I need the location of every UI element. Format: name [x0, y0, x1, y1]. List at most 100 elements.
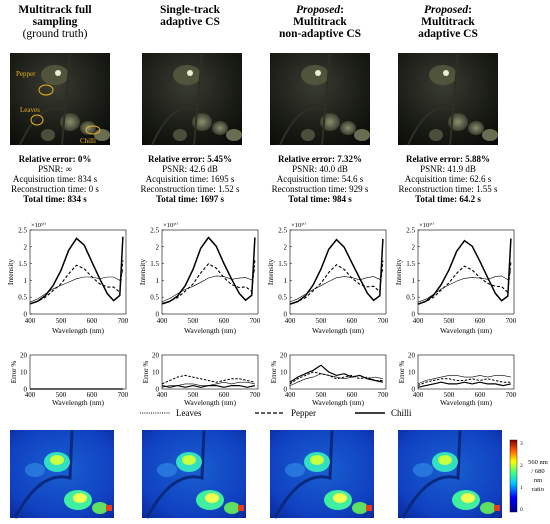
x-tick-label: 700: [250, 317, 261, 325]
x-tick-label: 500: [188, 317, 199, 325]
y-tick-label: 1: [412, 277, 416, 285]
leaf-blob: [429, 129, 443, 141]
y-tick-label: 10: [152, 369, 160, 377]
chilli-blob: [354, 129, 370, 141]
y-tick-label: 20: [280, 352, 288, 360]
leaf-region: [224, 502, 240, 514]
scene-photo: [270, 52, 370, 146]
hot-spot: [238, 505, 244, 511]
leaf-blob: [80, 121, 96, 135]
title-suffix: :: [340, 4, 344, 16]
stat-psnr: PSNR: ∞: [38, 164, 72, 174]
series-leaves: [417, 375, 511, 385]
y-tick-label: 1.5: [278, 260, 287, 268]
stem-shadow: [13, 429, 74, 519]
x-tick-label: 400: [285, 391, 296, 399]
stat-rel-error: Relative error: 5.88%: [406, 154, 490, 164]
ratio-heatmap: [398, 429, 502, 519]
x-tick-label: 400: [25, 317, 36, 325]
ratio-heatmap: [10, 429, 114, 519]
leaf-region: [480, 502, 496, 514]
series-chilli: [29, 236, 124, 305]
pepper-blob: [301, 65, 329, 85]
hot-spot: [494, 505, 500, 511]
y-tick-label: 1: [284, 277, 288, 285]
series-chilli: [417, 238, 512, 305]
x-tick-label: 400: [157, 391, 168, 399]
y-tick-label: 0: [24, 311, 28, 319]
ratio-heatmap: [270, 429, 374, 519]
stat-total: Total time: 1697 s: [156, 194, 224, 204]
plot-frame: [161, 229, 259, 315]
x-axis-label: Wavelength (nm): [312, 326, 365, 335]
x-tick-label: 500: [316, 317, 327, 325]
colorbar-tick: 1: [520, 485, 523, 491]
title-italic: Proposed: [424, 4, 468, 16]
x-tick-label: 700: [378, 317, 389, 325]
stat-rel-error: Relative error: 5.45%: [148, 154, 232, 164]
hot-spot: [366, 505, 372, 511]
y-tick-label: 10: [20, 369, 28, 377]
highlight: [315, 70, 321, 76]
stat-rel-error: Relative error: 7.32%: [278, 154, 362, 164]
x-tick-label: 600: [219, 391, 230, 399]
series-chilli: [289, 238, 384, 305]
series-chilli: [417, 381, 512, 388]
error-chart: 0 10 20 400 500 600 700 Wavelength (nm) Error %: [398, 352, 517, 408]
stat-total: Total time: 834 s: [23, 194, 87, 204]
y-tick-label: 20: [152, 352, 160, 360]
colorbar-label-line: nm: [534, 477, 542, 484]
y-tick-label: 0: [156, 311, 160, 319]
spectra-chart: 0 0.5 1 1.5 2 2.5 400 500 600 700 Wavelength (nm) I…: [138, 222, 261, 335]
leaf-blob: [468, 121, 484, 135]
highlight: [55, 70, 61, 76]
x-axis-label: Wavelength (nm): [52, 326, 105, 335]
x-tick-label: 500: [316, 391, 327, 399]
y-tick-label: 2: [284, 243, 288, 251]
pepper-blob: [429, 65, 457, 85]
leaf-region: [25, 463, 45, 477]
stat-psnr: PSNR: 42.6 dB: [162, 164, 218, 174]
y-axis-label: Error %: [270, 361, 278, 384]
stat-psnr: PSNR: 40.0 dB: [292, 164, 348, 174]
x-tick-label: 600: [347, 391, 358, 399]
stem: [19, 52, 71, 146]
y-exponent-label: ×10¹⁰: [31, 222, 46, 229]
stat-psnr: PSNR: 41.9 dB: [420, 164, 476, 174]
scene-photo: [398, 52, 498, 146]
column-title-line: (ground truth): [23, 28, 88, 40]
y-axis-label: Error %: [10, 361, 18, 384]
x-tick-label: 600: [87, 391, 98, 399]
y-tick-label: 1.5: [406, 260, 415, 268]
scene-photo: [142, 52, 242, 146]
chilli-ellipse: [85, 125, 101, 135]
x-tick-label: 700: [118, 391, 129, 399]
y-tick-label: 2: [412, 243, 416, 251]
y-exponent-label: ×10¹⁰: [291, 222, 306, 229]
colorbar-label-line: / 680: [531, 468, 544, 475]
chilli-blob: [226, 129, 242, 141]
y-axis-label: Intensity: [6, 259, 15, 285]
label-chilli: Chilli: [80, 137, 96, 145]
legend-label-leaves: Leaves: [176, 408, 202, 418]
leaf-region: [157, 463, 177, 477]
y-tick-label: 2.5: [150, 227, 159, 235]
y-axis-label: Error %: [398, 361, 406, 384]
stem-shadow: [401, 429, 462, 519]
x-tick-label: 500: [56, 391, 67, 399]
x-tick-label: 700: [118, 317, 129, 325]
series-leaves: [161, 268, 256, 303]
x-tick-label: 600: [475, 391, 486, 399]
series-chilli: [161, 236, 256, 305]
column-title-line: Single-track: [160, 4, 221, 16]
legend-label-chilli: Chilli: [391, 408, 412, 418]
colorbar-tick: 2: [520, 463, 523, 469]
colorbar-label-line: ratio: [532, 486, 544, 493]
leaf-blob: [41, 129, 55, 141]
photo-row: Pepper Leaves Chilli: [10, 52, 498, 146]
legend: Leaves Pepper Chilli: [140, 408, 412, 418]
series-pepper: [161, 259, 256, 305]
x-tick-label: 700: [378, 391, 389, 399]
